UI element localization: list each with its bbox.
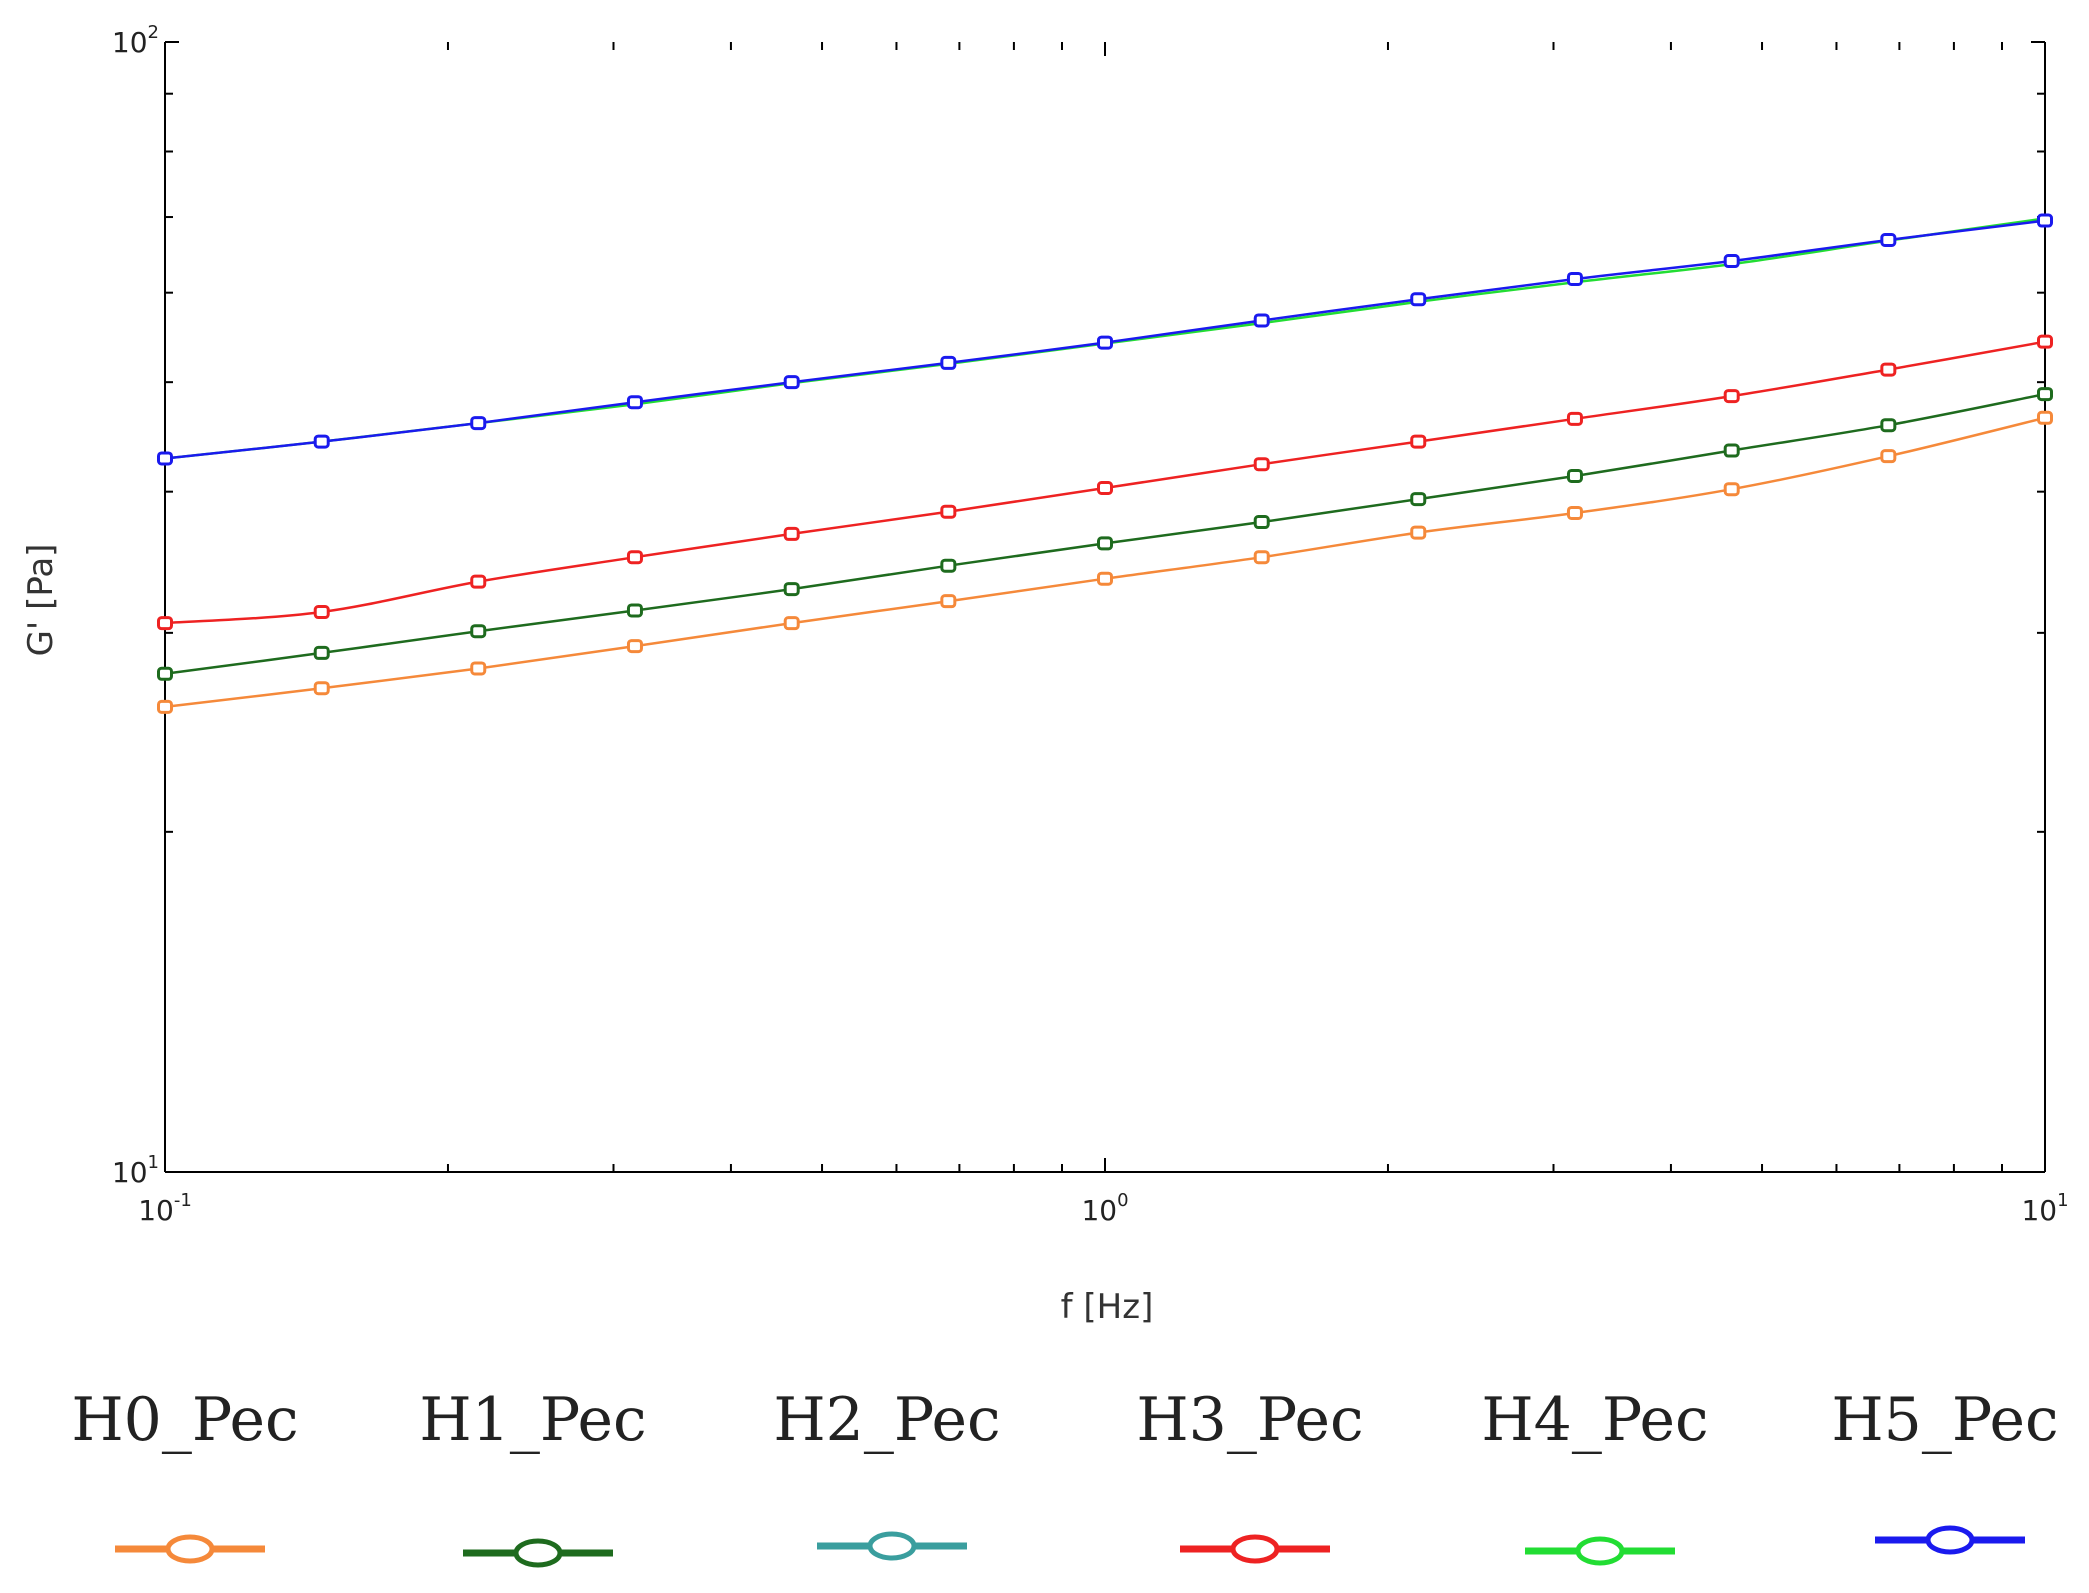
series-line bbox=[164, 392, 2046, 676]
legend-label: H3_Pec bbox=[1136, 1385, 1363, 1455]
legend-marker bbox=[1575, 1536, 1625, 1566]
x-tick-exponent: 0 bbox=[1117, 1190, 1128, 1211]
data-point bbox=[1410, 525, 1427, 540]
y-tick-exponent: 1 bbox=[148, 1152, 159, 1173]
data-point bbox=[626, 395, 643, 410]
y-tick-base: 10 bbox=[112, 1156, 148, 1189]
data-point bbox=[157, 616, 173, 631]
data-point bbox=[2037, 213, 2053, 228]
legend-marker bbox=[513, 1538, 563, 1568]
axis-ticks bbox=[164, 41, 2046, 1173]
data-point bbox=[2037, 410, 2053, 425]
data-point bbox=[1880, 233, 1897, 248]
data-point bbox=[1880, 362, 1897, 377]
legend-item-H2_Pec: H2_Pec bbox=[773, 1385, 1001, 1561]
data-point bbox=[313, 434, 330, 449]
x-tick-base: 10 bbox=[1081, 1194, 1117, 1227]
legend-label: H0_Pec bbox=[71, 1385, 298, 1455]
data-point bbox=[1253, 515, 1270, 530]
data-point bbox=[940, 594, 957, 609]
x-tick-label: 10-1 bbox=[138, 1190, 192, 1227]
data-point bbox=[1253, 457, 1270, 472]
data-point bbox=[2037, 387, 2053, 402]
data-point bbox=[1566, 411, 1583, 426]
data-point bbox=[1410, 492, 1427, 507]
legend-label: H2_Pec bbox=[773, 1385, 1000, 1455]
data-point bbox=[783, 582, 800, 597]
data-point bbox=[157, 666, 173, 681]
legend-marker bbox=[1230, 1534, 1280, 1564]
data-point bbox=[2037, 334, 2053, 349]
x-tick-exponent: 1 bbox=[2057, 1190, 2068, 1211]
data-point bbox=[940, 355, 957, 370]
x-tick-label: 101 bbox=[2021, 1190, 2068, 1227]
data-point bbox=[313, 681, 330, 696]
series-H1_Pec bbox=[157, 387, 2053, 681]
data-point bbox=[1097, 335, 1113, 350]
data-point bbox=[626, 603, 643, 618]
data-point bbox=[157, 699, 173, 714]
legend-label: H4_Pec bbox=[1481, 1385, 1708, 1455]
data-point bbox=[313, 605, 330, 620]
data-point bbox=[1097, 536, 1113, 551]
data-point bbox=[470, 416, 487, 431]
data-point bbox=[1566, 468, 1583, 483]
legend: H0_Pec H1_Pec H2_Pec H3_Pec H4_Pec H5_Pec bbox=[71, 1385, 2059, 1568]
y-tick-exponent: 2 bbox=[148, 22, 159, 43]
data-point bbox=[470, 624, 487, 639]
y-axis-label: G' [Pa] bbox=[21, 544, 61, 657]
legend-item-H4_Pec: H4_Pec bbox=[1481, 1385, 1709, 1566]
legend-label: H5_Pec bbox=[1831, 1385, 2058, 1455]
data-point bbox=[1723, 443, 1740, 458]
data-point bbox=[1253, 313, 1270, 328]
legend-item-H0_Pec: H0_Pec bbox=[71, 1385, 299, 1564]
data-point bbox=[783, 616, 800, 631]
data-point bbox=[1410, 292, 1427, 307]
x-tick-exponent: -1 bbox=[174, 1190, 192, 1211]
series-H3_Pec bbox=[157, 334, 2053, 631]
data-point bbox=[783, 375, 800, 390]
data-point bbox=[783, 526, 800, 541]
series-H5_Pec bbox=[157, 213, 2053, 466]
data-point bbox=[1410, 434, 1427, 449]
data-point bbox=[1566, 505, 1583, 520]
data-point bbox=[940, 558, 957, 573]
legend-item-H1_Pec: H1_Pec bbox=[419, 1385, 647, 1568]
data-point bbox=[1566, 271, 1583, 286]
series-H0_Pec bbox=[157, 410, 2053, 714]
data-point bbox=[1723, 389, 1740, 404]
series-line bbox=[164, 416, 2046, 709]
y-tick-label: 101 bbox=[112, 1152, 159, 1189]
data-point bbox=[1097, 571, 1113, 586]
legend-marker bbox=[1925, 1525, 1975, 1555]
legend-marker bbox=[867, 1531, 917, 1561]
data-point bbox=[313, 645, 330, 660]
y-tick-base: 10 bbox=[112, 26, 148, 59]
data-point bbox=[1880, 418, 1897, 433]
data-point bbox=[1723, 254, 1740, 269]
data-point bbox=[1723, 482, 1740, 497]
legend-item-H5_Pec: H5_Pec bbox=[1831, 1385, 2059, 1555]
x-tick-label: 100 bbox=[1081, 1190, 1128, 1227]
data-point bbox=[1097, 481, 1113, 496]
axes bbox=[164, 42, 2046, 1173]
legend-item-H3_Pec: H3_Pec bbox=[1136, 1385, 1364, 1564]
data-point bbox=[626, 550, 643, 565]
y-tick-label: 102 bbox=[112, 22, 159, 59]
data-point bbox=[470, 574, 487, 589]
legend-marker bbox=[165, 1534, 215, 1564]
x-tick-base: 10 bbox=[138, 1194, 174, 1227]
x-axis-label: f [Hz] bbox=[1061, 1287, 1154, 1327]
data-point bbox=[1253, 550, 1270, 565]
series-layer bbox=[157, 213, 2053, 714]
data-point bbox=[157, 451, 173, 466]
data-point bbox=[470, 661, 487, 676]
data-point bbox=[1880, 449, 1897, 464]
data-point bbox=[626, 639, 643, 654]
data-point bbox=[940, 504, 957, 519]
x-tick-base: 10 bbox=[2021, 1194, 2057, 1227]
legend-label: H1_Pec bbox=[419, 1385, 646, 1455]
